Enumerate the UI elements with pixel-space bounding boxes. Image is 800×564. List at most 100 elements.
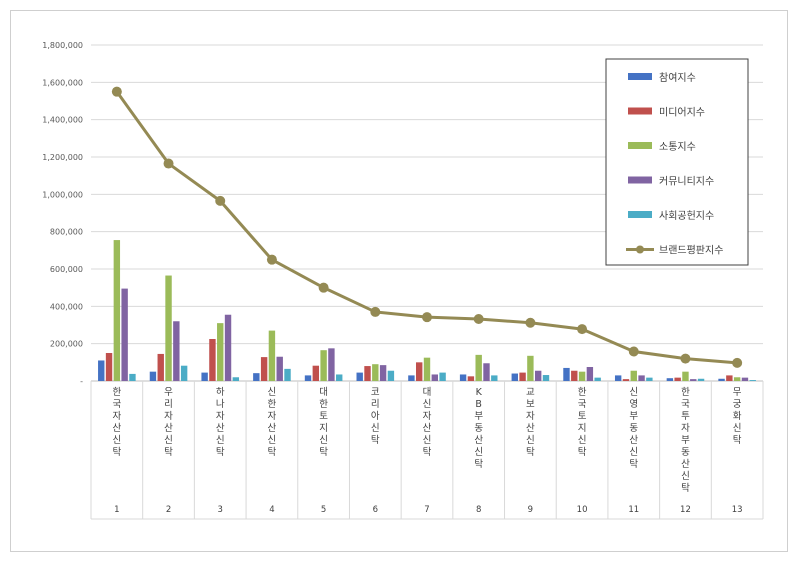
bar-커뮤니티지수	[224, 314, 232, 381]
bar-소통지수	[165, 275, 172, 381]
y-tick-label: 800,000	[50, 228, 83, 237]
y-tick-label: 1,000,000	[42, 190, 83, 199]
bar-소통지수	[682, 371, 689, 381]
bar-소통지수	[113, 240, 121, 381]
bar-소통지수	[578, 371, 586, 381]
bar-참여지수	[563, 367, 570, 381]
bar-미디어지수	[364, 366, 371, 381]
bar-미디어지수	[571, 370, 578, 381]
legend-marker	[636, 245, 644, 254]
bar-참여지수	[253, 373, 260, 381]
rank-label: 8	[476, 505, 481, 515]
chart-frame: - 200,000 400,000 600,000 800,000 1,000,000 1,…	[10, 10, 788, 552]
bar-미디어지수	[726, 375, 733, 381]
bar-사회공헌지수	[129, 373, 136, 381]
bar-커뮤니티지수	[173, 321, 180, 381]
y-tick-label: 1,600,000	[42, 78, 83, 87]
rank-label: 11	[628, 505, 639, 515]
line-point-브랜드평판지수	[163, 158, 174, 169]
bar-소통지수	[527, 355, 534, 381]
bar-참여지수	[304, 375, 312, 381]
bar-커뮤니티지수	[586, 367, 594, 381]
bar-참여지수	[666, 378, 674, 381]
y-tick-label: -	[80, 377, 83, 386]
rank-label: 2	[166, 505, 171, 515]
bar-커뮤니티지수	[121, 288, 128, 381]
rank-label: 9	[528, 505, 533, 515]
bar-미디어지수	[416, 362, 423, 381]
bar-커뮤니티지수	[328, 348, 335, 381]
bar-참여지수	[614, 375, 622, 381]
rank-label: 4	[269, 505, 274, 515]
y-tick-label: 1,800,000	[42, 41, 83, 50]
rank-label: 3	[218, 505, 223, 515]
bar-미디어지수	[312, 365, 320, 381]
bar-미디어지수	[674, 377, 681, 381]
rank-label: 1	[114, 505, 119, 515]
line-point-브랜드평판지수	[577, 324, 588, 335]
bar-미디어지수	[467, 376, 475, 381]
bar-사회공헌지수	[232, 377, 240, 381]
bar-참여지수	[408, 375, 415, 381]
legend-label: 참여지수	[659, 72, 696, 84]
bar-사회공헌지수	[336, 374, 343, 381]
line-point-브랜드평판지수	[215, 195, 226, 206]
brand-reputation-chart: - 200,000 400,000 600,000 800,000 1,000,000 1,…	[42, 41, 764, 520]
legend-swatch	[628, 142, 652, 149]
bar-소통지수	[320, 350, 327, 381]
bar-커뮤니티지수	[741, 377, 749, 381]
line-point-브랜드평판지수	[680, 353, 691, 364]
y-tick-label: 200,000	[50, 340, 83, 349]
bar-사회공헌지수	[646, 377, 653, 381]
y-tick-label: 1,200,000	[42, 153, 83, 162]
bar-커뮤니티지수	[534, 370, 542, 381]
legend-label: 브랜드평판지수	[659, 245, 723, 257]
bar-사회공헌지수	[387, 370, 395, 381]
line-point-브랜드평판지수	[473, 314, 484, 325]
bar-사회공헌지수	[749, 380, 756, 381]
bar-커뮤니티지수	[379, 365, 387, 381]
bar-참여지수	[98, 360, 105, 381]
bar-커뮤니티지수	[483, 363, 490, 381]
legend-swatch	[628, 211, 652, 218]
line-point-브랜드평판지수	[111, 86, 122, 97]
rank-label: 12	[680, 505, 691, 515]
bar-소통지수	[372, 364, 379, 381]
rank-label: 13	[732, 505, 743, 515]
legend-label: 사회공헌지수	[659, 210, 714, 222]
rank-label: 7	[424, 505, 429, 515]
bar-사회공헌지수	[284, 368, 291, 381]
bar-참여지수	[718, 378, 725, 381]
bar-커뮤니티지수	[638, 375, 645, 381]
bar-소통지수	[423, 357, 431, 381]
bar-참여지수	[459, 374, 467, 381]
bar-사회공헌지수	[491, 375, 498, 381]
bar-사회공헌지수	[439, 372, 446, 381]
bar-사회공헌지수	[180, 365, 188, 381]
bar-미디어지수	[157, 353, 164, 381]
bar-사회공헌지수	[542, 375, 550, 381]
y-tick-label: 600,000	[50, 265, 83, 274]
line-point-브랜드평판지수	[525, 317, 536, 328]
bar-소통지수	[733, 377, 741, 381]
legend-swatch	[628, 107, 652, 115]
legend-swatch	[628, 73, 652, 80]
bar-참여지수	[356, 372, 363, 381]
y-tick-label: 1,400,000	[42, 116, 83, 125]
legend-label: 소통지수	[659, 141, 696, 153]
line-point-브랜드평판지수	[732, 357, 743, 368]
bar-소통지수	[217, 323, 224, 381]
bar-커뮤니티지수	[431, 374, 438, 381]
